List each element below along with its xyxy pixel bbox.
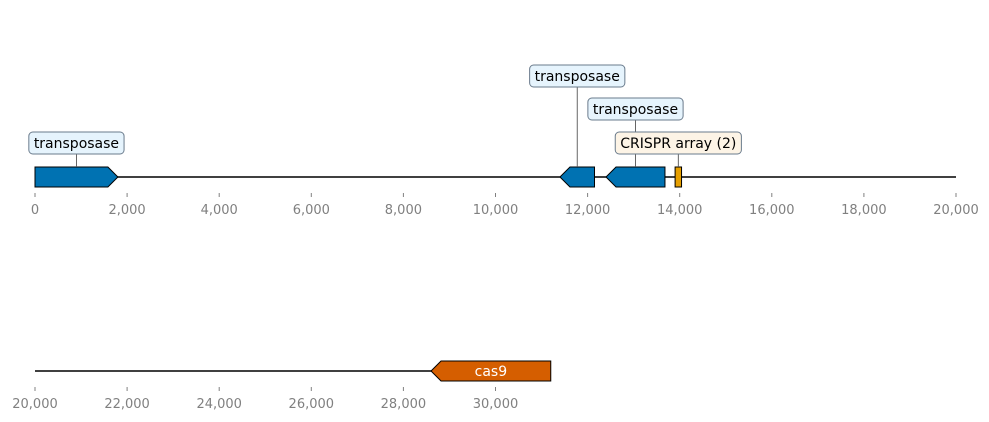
axis-tick-label: 30,000 — [473, 397, 519, 412]
label-box — [614, 131, 742, 155]
axis-tick-label: 6,000 — [293, 203, 330, 218]
feature-label: transposase — [535, 69, 620, 85]
label-box — [529, 64, 626, 88]
feature-label: CRISPR array (2) — [620, 136, 736, 152]
gene-feature — [430, 360, 552, 382]
axis-tick-label: 0 — [31, 203, 39, 218]
label-box — [28, 131, 125, 155]
axis-tick-label: 12,000 — [565, 203, 611, 218]
axis-tick-label: 8,000 — [385, 203, 422, 218]
track-row-1: 0 2,000 4,000 6,000 8,000 10,000 12,000 14,000 1… — [28, 64, 979, 218]
gene-feature — [559, 166, 596, 188]
axis-tick-label: 22,000 — [104, 397, 150, 412]
feature-label: transposase — [34, 136, 119, 152]
axis-tick-label: 20,000 — [12, 397, 58, 412]
label-box — [587, 97, 684, 121]
gene-feature — [674, 166, 683, 188]
feature-label: transposase — [593, 102, 678, 118]
axis-tick-label: 4,000 — [201, 203, 238, 218]
axis-tick-label: 26,000 — [289, 397, 335, 412]
axis-tick-label: 20,000 — [933, 203, 979, 218]
gene-feature — [605, 166, 666, 188]
axis-tick-label: 2,000 — [108, 203, 145, 218]
axis-tick-label: 14,000 — [657, 203, 703, 218]
axis-tick-label: 24,000 — [196, 397, 242, 412]
axis-tick-label: 10,000 — [473, 203, 519, 218]
axis-tick-label: 18,000 — [841, 203, 887, 218]
axis-tick-label: 28,000 — [381, 397, 427, 412]
feature-label: cas9 — [475, 364, 507, 380]
track-row-2: 20,000 22,000 24,000 26,000 28,000 30,000 cas9 — [12, 360, 552, 412]
axis-tick-label: 16,000 — [749, 203, 795, 218]
gene-feature — [34, 166, 119, 188]
